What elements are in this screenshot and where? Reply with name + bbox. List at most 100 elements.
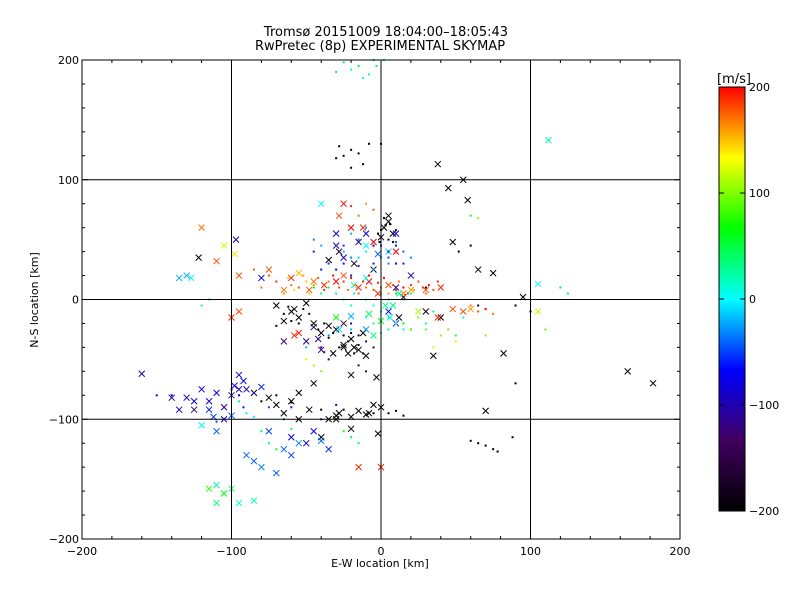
data-point-dot <box>353 292 356 295</box>
data-point-cross <box>392 230 400 237</box>
data-point-cross <box>434 160 442 168</box>
data-point-dot <box>469 244 472 247</box>
data-point-cross <box>355 346 362 354</box>
data-point-cross <box>335 326 343 333</box>
data-point-cross <box>314 335 322 343</box>
data-point-dot <box>409 328 412 331</box>
data-point-dot <box>267 442 270 445</box>
data-point-cross <box>290 332 298 339</box>
data-point-cross <box>287 397 295 405</box>
y-tick-label: 100 <box>58 174 79 187</box>
data-point-cross <box>332 326 340 333</box>
x-tick-label: −100 <box>216 545 246 558</box>
data-point-cross <box>280 445 288 453</box>
data-point-dot <box>484 334 487 337</box>
data-point-cross <box>213 499 220 507</box>
data-point-cross <box>382 302 389 309</box>
data-point-dot <box>342 430 345 433</box>
data-point-dot <box>357 256 360 259</box>
colorbar-ticks: −200 −100 0 100 200 <box>719 81 779 518</box>
data-point-dot <box>327 358 330 361</box>
data-point-dot <box>297 286 300 289</box>
data-point-cross <box>624 367 632 375</box>
data-point-dot <box>335 70 338 73</box>
data-point-dot <box>372 208 375 211</box>
data-point-cross <box>350 344 358 351</box>
data-point-dot <box>377 281 380 284</box>
data-point-cross <box>280 317 288 325</box>
data-point-cross <box>373 373 380 381</box>
data-point-dot <box>335 244 338 247</box>
data-point-dot <box>402 328 405 331</box>
data-point-dot <box>320 408 323 411</box>
data-point-dot <box>372 244 375 247</box>
data-point-dot <box>424 286 427 289</box>
data-point-cross <box>213 257 220 265</box>
data-point-cross <box>332 314 340 321</box>
data-point-dot <box>350 332 353 335</box>
data-point-dot <box>362 163 365 166</box>
data-point-cross <box>344 350 352 357</box>
data-point-cross <box>385 212 392 220</box>
data-point-cross <box>205 485 213 493</box>
data-point-cross <box>258 274 265 282</box>
data-point-dot <box>267 406 270 409</box>
axis-ticks: −200 −100 0 100 200 −200 −100 0 100 200 <box>49 54 691 558</box>
data-point-dot <box>357 214 360 217</box>
data-point-dot <box>427 284 430 287</box>
data-point-cross <box>325 322 333 330</box>
data-point-cross <box>240 377 247 385</box>
data-point-dot <box>327 334 330 337</box>
data-point-cross <box>187 274 195 282</box>
data-point-dot <box>362 352 365 355</box>
data-point-cross <box>320 281 328 289</box>
data-point-dot <box>347 340 350 343</box>
data-point-dot <box>342 334 345 337</box>
data-point-dot <box>335 292 338 295</box>
data-point-dot <box>402 414 405 417</box>
chart-title: Tromsø 20151009 18:04:00–18:05:43 <box>263 25 508 40</box>
data-point-dot <box>342 262 345 265</box>
data-point-cross <box>220 242 228 249</box>
data-point-cross <box>370 401 377 409</box>
data-point-dot <box>215 420 218 423</box>
data-point-dot <box>469 304 472 307</box>
data-point-cross <box>545 136 552 144</box>
data-point-cross <box>370 238 377 246</box>
data-point-dot <box>424 328 427 331</box>
data-point-dot <box>267 274 270 277</box>
data-point-dot <box>357 152 360 155</box>
data-point-dot <box>312 364 315 367</box>
data-point-dot <box>412 288 415 291</box>
data-point-cross <box>220 403 228 411</box>
data-point-dot <box>436 280 439 283</box>
data-point-cross <box>444 184 452 192</box>
data-point-dot <box>394 322 397 325</box>
data-point-dot <box>342 244 345 247</box>
x-tick-label: −200 <box>67 545 97 558</box>
data-point-cross <box>205 397 213 405</box>
data-point-dot <box>469 214 472 217</box>
data-point-dot <box>290 284 293 287</box>
data-point-dot <box>357 64 360 67</box>
data-point-dot <box>365 250 368 253</box>
data-point-cross <box>317 437 325 445</box>
data-point-dot <box>388 223 391 226</box>
data-point-cross <box>310 323 318 331</box>
data-point-dot <box>290 406 293 409</box>
data-point-cross <box>362 242 370 249</box>
data-point-dot <box>335 268 338 271</box>
data-point-cross <box>359 224 367 232</box>
data-point-cross <box>340 344 347 351</box>
data-point-dot <box>350 68 353 71</box>
data-point-dot <box>372 322 375 325</box>
data-point-dot <box>305 358 308 361</box>
data-point-cross <box>395 290 403 297</box>
data-point-dot <box>350 232 353 235</box>
data-point-dot <box>342 250 345 253</box>
data-point-dot <box>496 450 499 453</box>
data-point-cross <box>389 302 397 309</box>
data-point-cross <box>198 385 205 393</box>
data-point-dot <box>394 241 397 244</box>
